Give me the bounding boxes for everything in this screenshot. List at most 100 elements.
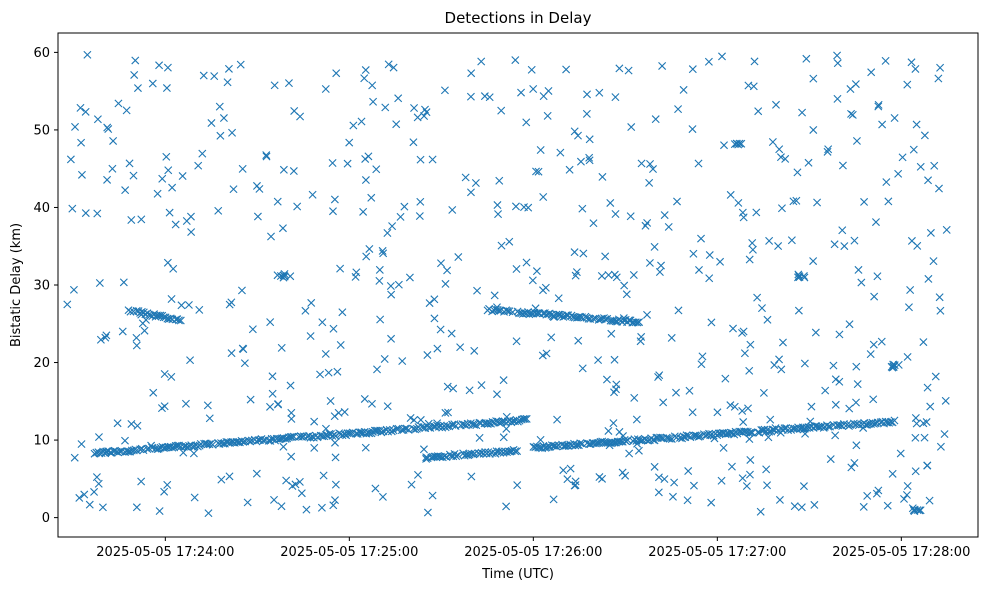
data-point	[296, 112, 305, 121]
data-point	[562, 65, 571, 74]
data-point	[223, 78, 232, 87]
data-point	[132, 503, 141, 512]
data-point	[576, 439, 585, 448]
data-point	[757, 304, 766, 313]
data-point	[357, 428, 366, 437]
data-point	[375, 276, 384, 285]
data-point	[611, 385, 620, 394]
data-point	[288, 482, 297, 490]
data-point	[683, 496, 692, 505]
data-point	[430, 295, 439, 304]
data-point	[753, 293, 762, 302]
data-point	[685, 386, 694, 395]
data-point	[68, 204, 77, 213]
data-point	[940, 430, 949, 439]
data-point	[916, 162, 925, 171]
data-point	[186, 356, 195, 365]
data-point	[615, 437, 624, 446]
data-point	[338, 431, 347, 440]
data-point	[467, 69, 476, 78]
data-point	[800, 359, 809, 368]
data-point	[154, 311, 163, 320]
data-point	[239, 437, 248, 446]
data-point	[615, 64, 624, 73]
data-point	[318, 318, 327, 327]
data-point	[845, 404, 854, 413]
data-point	[497, 241, 506, 250]
data-point	[243, 498, 252, 507]
data-point	[745, 470, 754, 479]
y-tick-label: 20	[33, 356, 50, 371]
data-point	[578, 204, 587, 213]
data-point	[205, 440, 214, 449]
data-point	[252, 469, 261, 478]
data-point	[155, 507, 164, 516]
data-point	[789, 424, 798, 433]
data-point	[615, 427, 624, 436]
data-point	[601, 252, 610, 261]
data-point	[936, 306, 945, 315]
data-point	[343, 159, 352, 168]
data-point	[122, 106, 131, 115]
data-point	[930, 161, 939, 170]
data-point	[635, 318, 644, 327]
data-point	[295, 477, 304, 486]
data-point	[398, 357, 407, 366]
data-point	[512, 337, 521, 346]
data-point	[790, 502, 799, 511]
data-point	[852, 398, 860, 407]
data-point	[174, 316, 183, 325]
data-point	[574, 336, 583, 345]
data-point	[179, 448, 188, 457]
data-point	[77, 170, 86, 179]
data-point	[351, 272, 360, 281]
data-point	[903, 80, 912, 89]
data-point	[513, 481, 522, 490]
data-point	[833, 59, 842, 68]
data-point	[602, 375, 611, 384]
data-point	[345, 429, 354, 438]
data-point	[409, 424, 418, 433]
data-point	[182, 216, 191, 225]
data-point	[229, 185, 238, 194]
data-point	[707, 498, 716, 507]
data-point	[750, 57, 759, 66]
data-point	[645, 178, 654, 187]
data-point	[667, 333, 676, 342]
data-point	[625, 316, 634, 325]
data-point	[266, 402, 275, 411]
data-point	[121, 436, 129, 445]
data-point	[539, 92, 548, 101]
data-point	[214, 206, 223, 215]
data-point	[920, 433, 929, 442]
data-point	[456, 343, 465, 352]
data-point	[477, 57, 486, 66]
data-point	[831, 400, 840, 409]
data-point	[92, 473, 101, 482]
data-point	[654, 488, 663, 497]
data-point	[324, 368, 333, 377]
data-point	[400, 202, 409, 211]
data-point	[512, 265, 521, 273]
data-point	[776, 428, 785, 437]
data-point	[149, 388, 158, 397]
data-point	[98, 503, 107, 512]
data-point	[520, 203, 528, 212]
data-point	[794, 271, 803, 280]
data-point	[835, 330, 844, 339]
data-point	[130, 70, 139, 79]
data-point	[777, 204, 786, 213]
data-point	[727, 462, 736, 471]
data-point	[375, 265, 384, 274]
data-point	[787, 236, 796, 245]
data-point	[416, 155, 425, 164]
data-point	[198, 149, 207, 158]
data-point	[570, 127, 579, 136]
data-point	[845, 320, 854, 329]
data-point	[360, 394, 369, 403]
data-point	[689, 431, 698, 440]
data-point	[920, 131, 929, 140]
data-point	[871, 419, 880, 428]
data-point	[440, 86, 449, 95]
data-point	[925, 496, 934, 505]
